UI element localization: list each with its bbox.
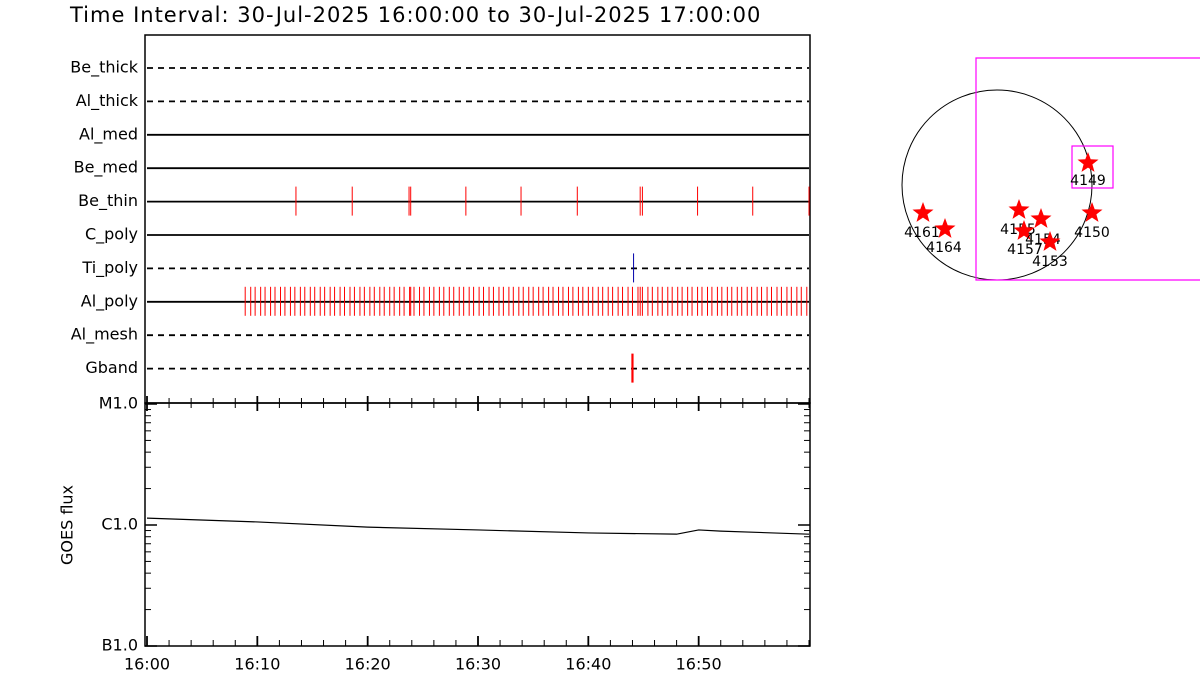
x-tick-label: 16:40 [565, 655, 611, 674]
chart-title: Time Interval: 30-Jul-2025 16:00:00 to 3… [69, 3, 761, 27]
region-star [912, 202, 934, 222]
y-tick-label: C1.0 [101, 515, 138, 534]
row-label: C_poly [85, 225, 138, 245]
row-label: Al_thick [76, 91, 139, 111]
goes-line [146, 517, 810, 535]
y-tick-label: B1.0 [102, 636, 138, 655]
fov-box [975, 57, 1200, 281]
region-label: 4157 [1007, 242, 1043, 258]
row-label: Al_med [79, 124, 138, 144]
region-star [1013, 220, 1035, 240]
region-label: 4150 [1074, 225, 1110, 241]
x-tick-label: 16:10 [234, 655, 280, 674]
row-label: Al_poly [81, 291, 138, 311]
region-star [1039, 231, 1061, 251]
sun-map [901, 57, 1200, 281]
row-label: Be_thin [78, 191, 138, 211]
region-label: 4153 [1032, 254, 1068, 270]
timeline-frame [144, 34, 811, 404]
row-label: Ti_poly [81, 258, 138, 278]
goes-frame [144, 402, 811, 647]
y-axis-label: GOES flux [58, 485, 77, 565]
x-tick-label: 16:50 [676, 655, 722, 674]
fov-box [1071, 145, 1114, 189]
region-star [1008, 199, 1030, 219]
x-tick-label: 16:00 [124, 655, 170, 674]
region-label: 4161 [904, 225, 940, 241]
y-tick-label: M1.0 [99, 394, 138, 413]
row-label: Be_med [74, 158, 138, 178]
region-star [934, 218, 956, 238]
region-label: 4149 [1070, 173, 1106, 189]
region-star [1077, 152, 1099, 172]
x-tick-label: 16:20 [345, 655, 391, 674]
row-label: Gband [85, 358, 138, 377]
row-label: Al_mesh [71, 325, 138, 345]
region-label: 4164 [926, 240, 962, 256]
x-tick-label: 16:30 [455, 655, 501, 674]
region-star [1030, 208, 1052, 228]
row-label: Be_thick [70, 58, 138, 78]
region-star [1081, 202, 1103, 222]
